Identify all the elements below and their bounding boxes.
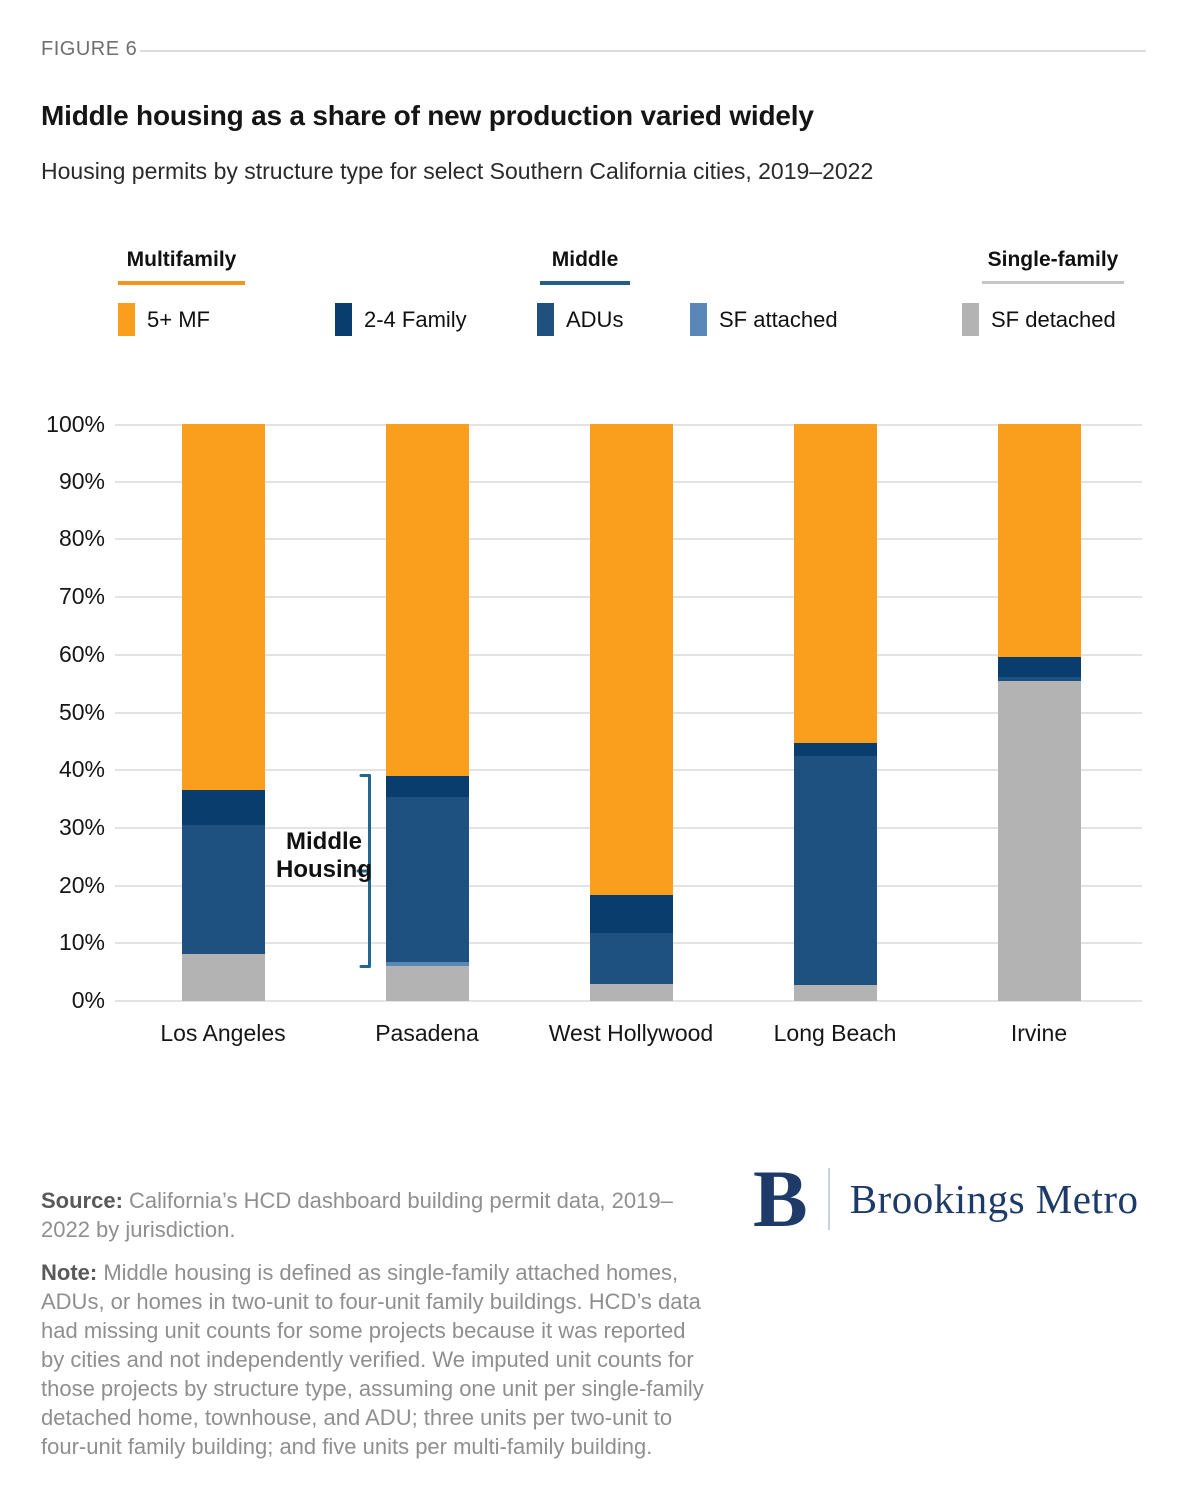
legend-group-multifamily: Multifamily: [118, 248, 245, 285]
bar-segment-2-4-family: [793, 742, 877, 756]
bar-segment-5-mf: [385, 424, 469, 776]
x-axis-tick-label: Los Angeles: [160, 1020, 286, 1046]
y-axis-tick-label: 0%: [71, 987, 105, 1013]
stacked-bar-west-hollywood: [589, 424, 673, 1001]
bar-segment-5-mf: [181, 424, 265, 790]
figure-number-label: FIGURE 6: [41, 38, 138, 60]
legend-item-adus: ADUs: [537, 303, 623, 336]
legend-group-middle: Middle: [540, 248, 630, 285]
chart-subtitle: Housing permits by structure type for se…: [41, 158, 874, 184]
middle-housing-annotation: Middle Housing: [276, 828, 372, 883]
bar-segment-sf-detached: [997, 680, 1081, 1001]
bar-segment-sf-detached: [589, 983, 673, 1001]
chart-title: Middle housing as a share of new product…: [41, 100, 814, 131]
x-axis-tick-label: West Hollywood: [548, 1020, 714, 1046]
bar-segment-adus: [385, 797, 469, 962]
logo-wordmark: Brookings Metro: [849, 1176, 1139, 1222]
note-label: Note:: [41, 1260, 98, 1285]
x-axis-tick-label: Irvine: [1010, 1020, 1068, 1046]
x-axis-tick-label: Pasadena: [375, 1020, 479, 1046]
bar-segment-2-4-family: [181, 789, 265, 826]
legend-item-sf-attached: SF attached: [690, 303, 838, 336]
gridline: [115, 1000, 1142, 1002]
bar-segment-sf-detached: [385, 965, 469, 1001]
bar-segment-adus: [181, 825, 265, 955]
stacked-bar-long-beach: [793, 424, 877, 1001]
legend-swatch-icon: [118, 303, 135, 336]
legend-item-5plus-mf: 5+ MF: [118, 303, 210, 336]
legend-group-label: Single-family: [987, 248, 1119, 271]
legend-group-underline: [118, 281, 245, 285]
x-axis-tick-label: Long Beach: [773, 1020, 897, 1046]
bar-segment-2-4-family: [997, 657, 1081, 678]
legend-item-label: SF attached: [719, 306, 838, 332]
brookings-metro-logo: B Brookings Metro: [753, 1153, 1139, 1244]
legend-item-2-4-family: 2-4 Family: [335, 303, 467, 336]
methodology-note: Note: Middle housing is defined as singl…: [41, 1258, 713, 1461]
legend-item-label: 2-4 Family: [364, 306, 467, 332]
legend-item-label: ADUs: [566, 306, 624, 332]
y-axis-tick-label: 30%: [58, 814, 105, 840]
y-axis-tick-label: 50%: [58, 699, 105, 725]
logo-divider: [827, 1168, 830, 1230]
bar-segment-adus: [589, 932, 673, 984]
legend-swatch-icon: [962, 303, 979, 336]
bar-segment-adus: [997, 677, 1081, 681]
bar-segment-5-mf: [589, 424, 673, 895]
legend-swatch-icon: [537, 303, 554, 336]
source-note: Source: California’s HCD dashboard build…: [41, 1186, 713, 1244]
legend-group-underline: [540, 281, 630, 285]
brookings-b-mark: B: [753, 1153, 808, 1244]
legend-group-single-family: Single-family: [982, 248, 1124, 284]
bar-segment-sf-detached: [793, 984, 877, 1001]
legend-item-label: SF detached: [991, 306, 1116, 332]
y-axis-tick-label: 60%: [58, 641, 105, 667]
legend-item-label: 5+ MF: [147, 306, 210, 332]
y-axis-tick-label: 40%: [58, 756, 105, 782]
note-text: Middle housing is defined as single-fami…: [41, 1260, 704, 1459]
y-axis-tick-label: 80%: [58, 525, 105, 551]
y-axis-tick-label: 100%: [46, 411, 105, 437]
legend-group-label: Multifamily: [126, 248, 237, 271]
legend-swatch-icon: [335, 303, 352, 336]
stacked-bar-pasadena: [385, 424, 469, 1001]
legend-group-underline: [982, 281, 1124, 284]
legend-swatch-icon: [690, 303, 707, 336]
source-text: California’s HCD dashboard building perm…: [41, 1188, 673, 1242]
stacked-bar-los-angeles: [181, 424, 265, 1001]
plot-area: Middle Housing 0% 10% 20% 30% 40% 50% 60% 70% 80…: [46, 411, 1142, 1046]
bar-segment-2-4-family: [589, 894, 673, 933]
source-label: Source:: [41, 1188, 123, 1213]
y-axis-tick-label: 90%: [58, 468, 105, 494]
bar-segment-5-mf: [793, 424, 877, 743]
bar-segment-5-mf: [997, 424, 1081, 658]
bar-segment-2-4-family: [385, 775, 469, 798]
bar-segment-sf-attached: [385, 961, 469, 966]
y-axis-tick-label: 20%: [58, 872, 105, 898]
legend-item-sf-detached: SF detached: [962, 303, 1116, 336]
legend-group-label: Middle: [551, 248, 619, 271]
bar-segment-sf-detached: [181, 954, 265, 1001]
y-axis-tick-label: 10%: [58, 929, 105, 955]
bar-segment-adus: [793, 755, 877, 985]
header-rule: [140, 50, 1146, 52]
y-axis-tick-label: 70%: [58, 583, 105, 609]
stacked-bar-irvine: [997, 424, 1081, 1001]
